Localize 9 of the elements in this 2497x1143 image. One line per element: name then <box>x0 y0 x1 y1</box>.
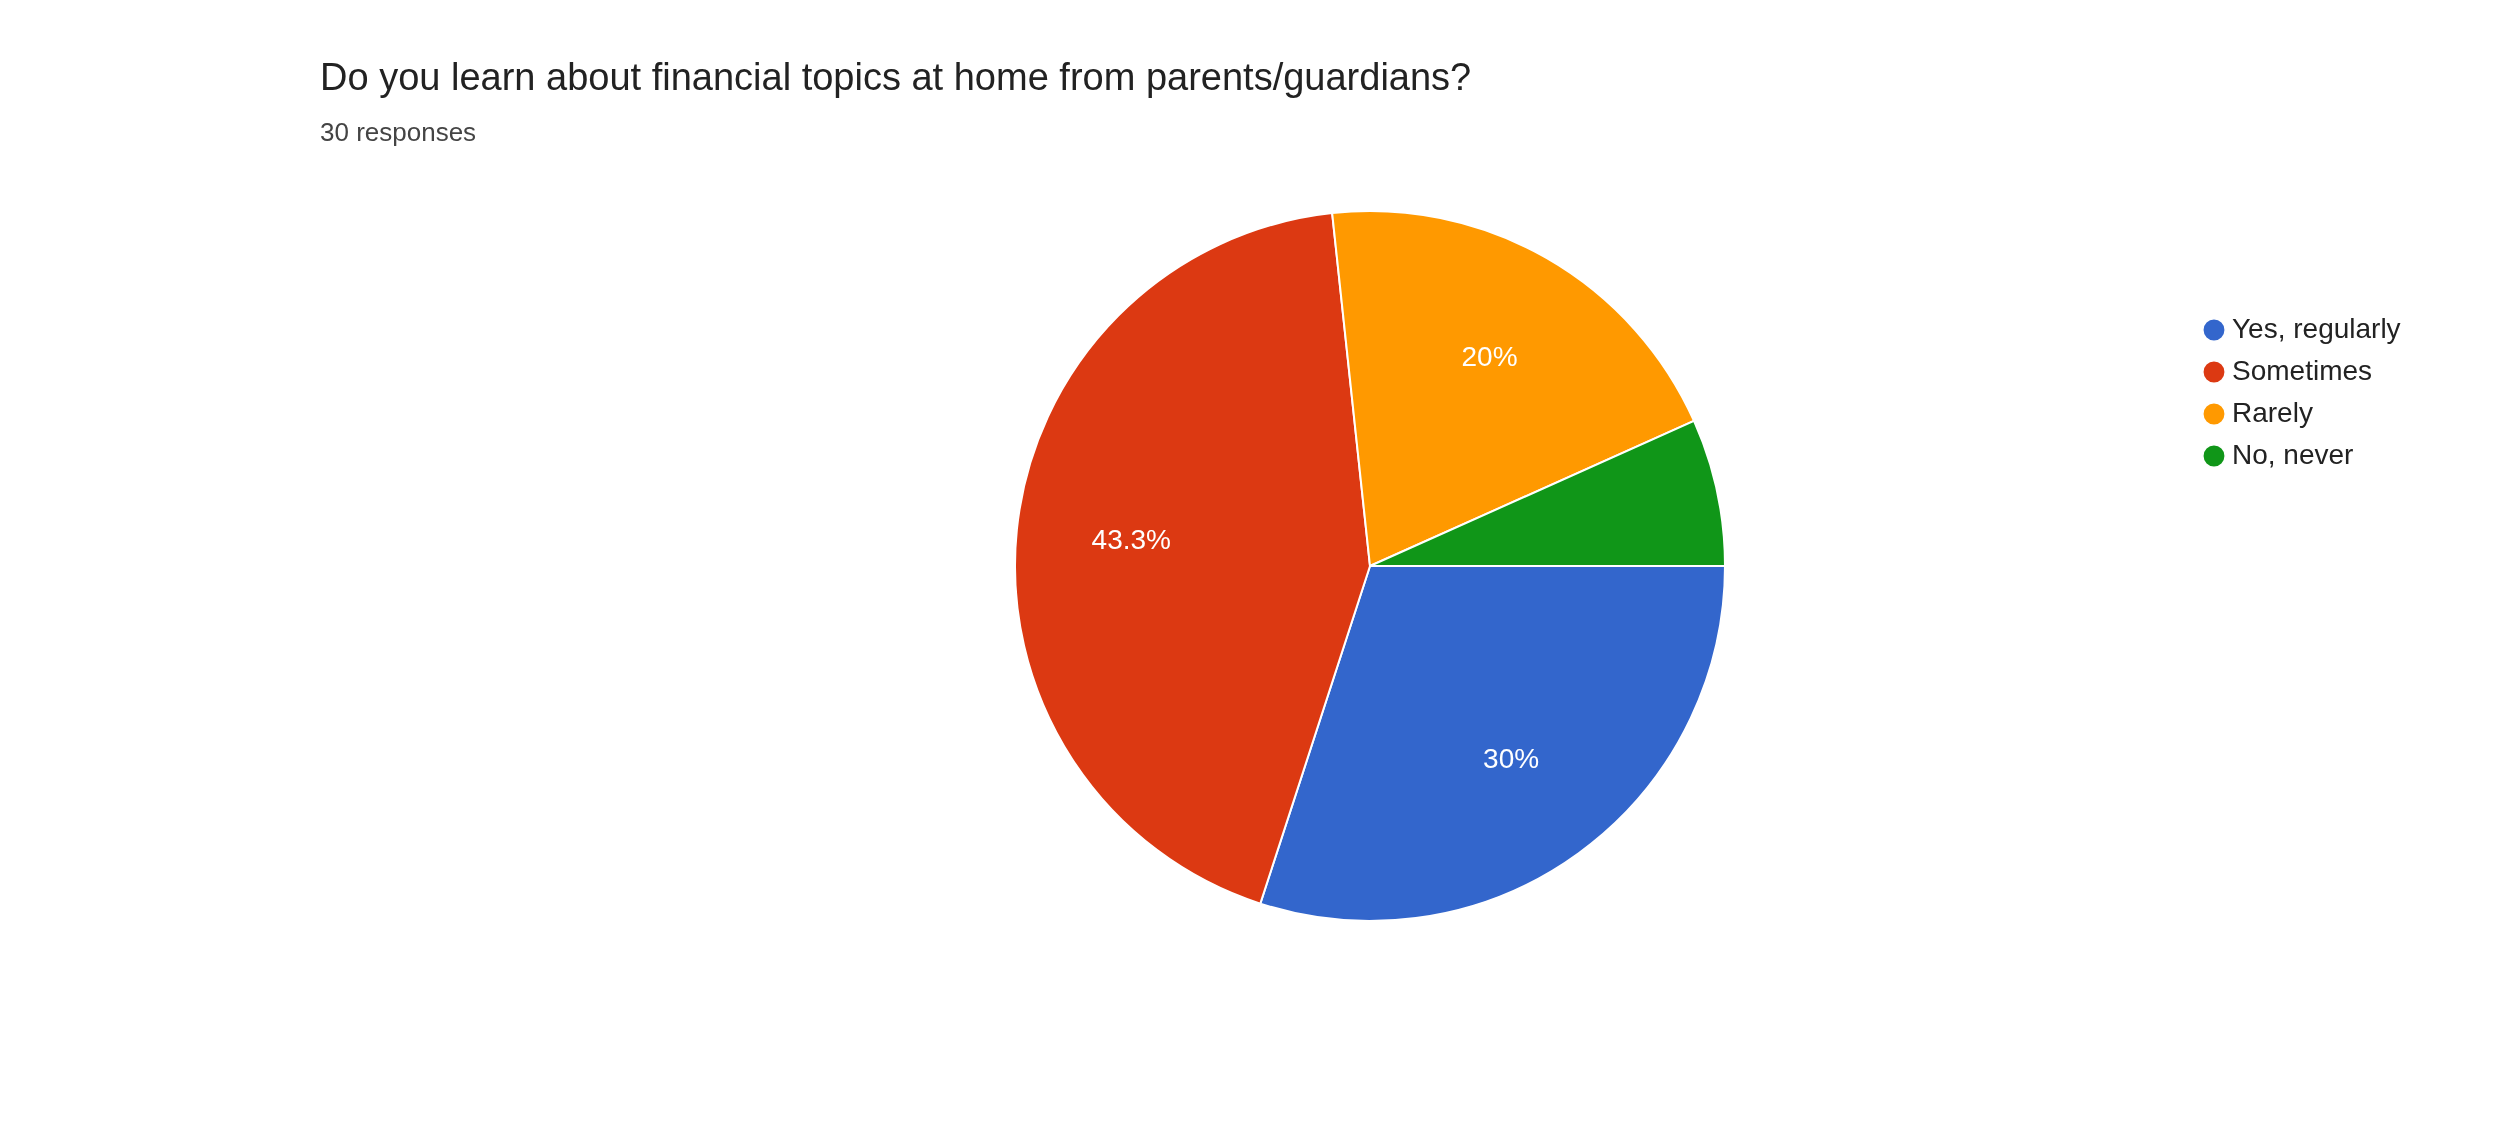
legend-label: Yes, regularly <box>2232 313 2401 344</box>
text: 30 responses <box>320 117 477 147</box>
chart-title: Do you learn about financial topics at home from parents/guardians? <box>320 56 1472 98</box>
legend-label: No, never <box>2232 439 2354 470</box>
data-label: 43.3% <box>1091 524 1171 556</box>
legend-label: Sometimes <box>2232 355 2373 386</box>
legend-label: Rarely <box>2232 397 2313 428</box>
data-label: 20% <box>1461 340 1518 372</box>
data-label: 30% <box>1483 743 1540 775</box>
